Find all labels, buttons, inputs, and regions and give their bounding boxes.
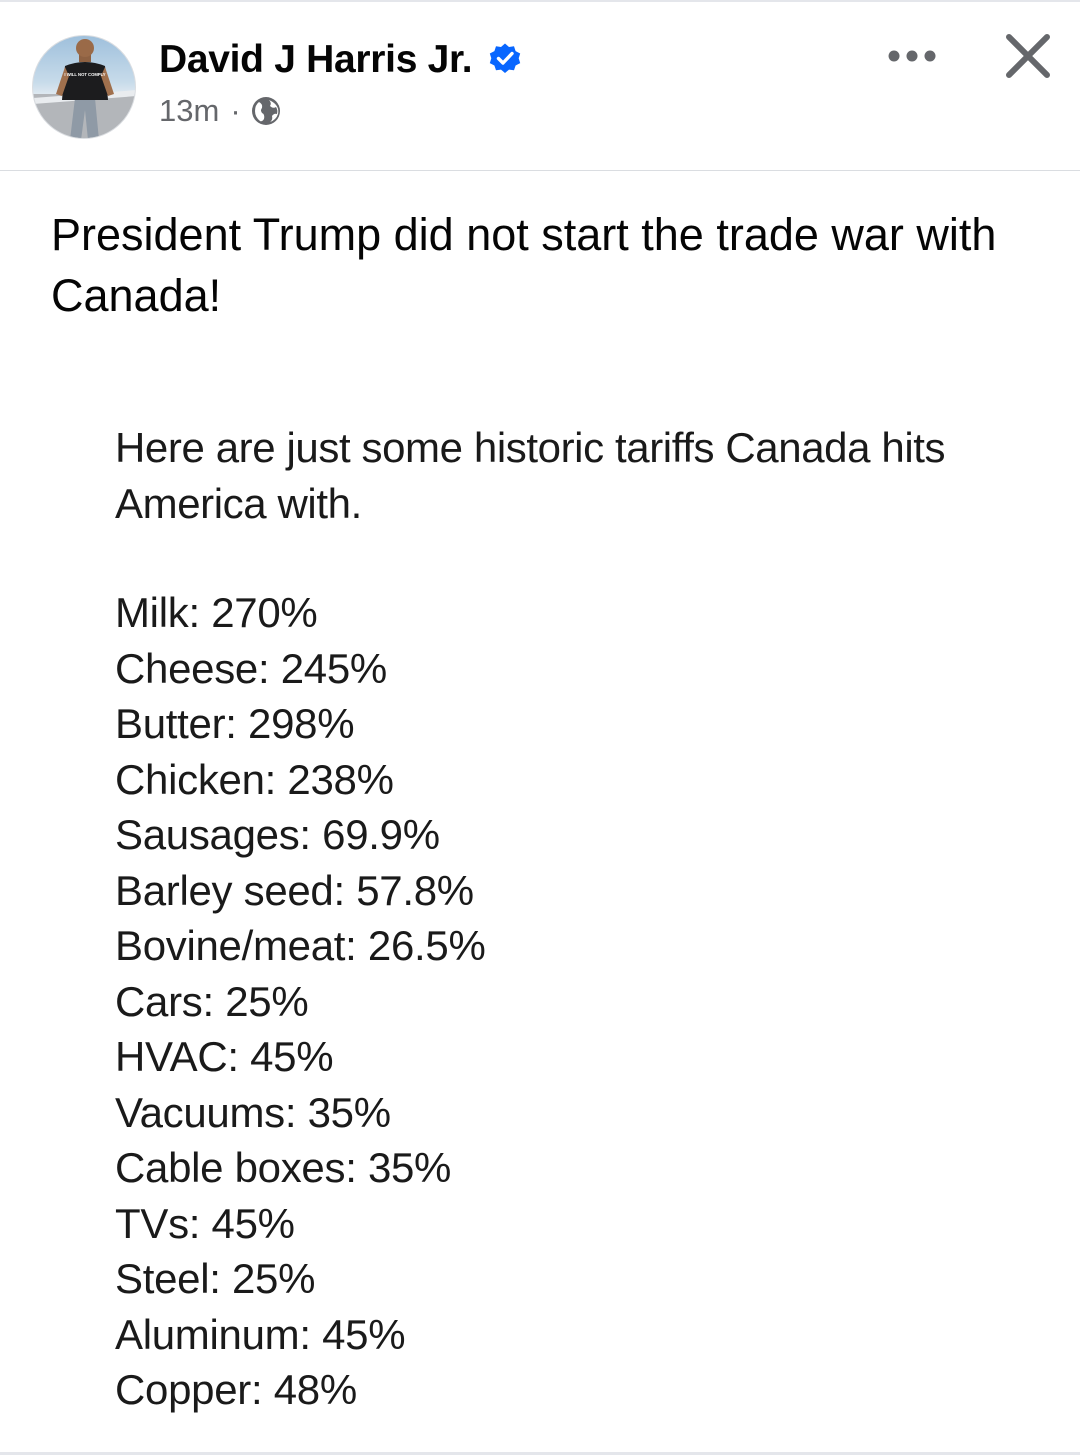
tariff-item: Aluminum: 45% xyxy=(115,1307,486,1363)
tariff-item-name: Butter xyxy=(115,700,226,747)
tariff-item: Bovine/meat: 26.5% xyxy=(115,918,486,974)
tariff-colon: : xyxy=(264,755,288,803)
avatar[interactable]: I WILL NOT COMPLY xyxy=(32,35,136,139)
close-icon xyxy=(1006,34,1050,78)
tariff-colon: : xyxy=(188,1199,212,1247)
tariff-item-rate: 25% xyxy=(225,977,309,1025)
tariff-item-rate: 48% xyxy=(273,1366,357,1413)
tariff-colon: : xyxy=(225,700,249,747)
tariff-colon: : xyxy=(299,1310,323,1358)
close-button[interactable] xyxy=(997,25,1059,87)
post-text: President Trump did not start the trade … xyxy=(51,209,997,321)
tariff-item-rate: 238% xyxy=(287,755,394,803)
tariff-item: Milk: 270% xyxy=(115,585,486,641)
tariff-item-name: Vacuums xyxy=(115,1088,285,1136)
tariff-item-rate: 26.5% xyxy=(367,922,486,969)
globe-icon[interactable] xyxy=(250,95,282,127)
tariff-item-rate: 35% xyxy=(307,1088,391,1136)
tariff-item: Steel: 25% xyxy=(115,1251,486,1307)
tariff-item-name: Milk xyxy=(115,589,189,636)
tariff-item-rate: 245% xyxy=(280,644,388,692)
more-horizontal-icon xyxy=(888,50,936,62)
tariff-item-name: Bovine/meat xyxy=(115,922,346,969)
tariff-item: TVs: 45% xyxy=(115,1196,486,1252)
tariff-colon: : xyxy=(284,1088,308,1136)
more-options-button[interactable] xyxy=(878,32,946,80)
tariff-item: HVAC: 45% xyxy=(115,1029,486,1085)
post-header: I WILL NOT COMPLY David J Harris Jr. 13m… xyxy=(0,2,1080,170)
tariff-colon: : xyxy=(333,866,357,914)
tariff-item: Cheese: 245% xyxy=(115,641,486,697)
tariff-item-rate: 69.9% xyxy=(322,811,440,858)
tariff-item-rate: 270% xyxy=(211,589,318,636)
top-border xyxy=(0,0,1080,2)
tariff-item-name: Copper xyxy=(115,1366,251,1413)
tariff-item: Cable boxes: 35% xyxy=(115,1140,486,1196)
tariff-item: Copper: 48% xyxy=(115,1362,486,1418)
tariff-colon: : xyxy=(345,922,368,969)
tariff-item: Chicken: 238% xyxy=(115,752,486,808)
post-image[interactable]: Here are just some historic tariffs Cana… xyxy=(0,396,1080,1455)
verified-badge-icon xyxy=(489,43,521,73)
image-intro-text: Here are just some historic tariffs Cana… xyxy=(115,424,946,527)
tariff-colon: : xyxy=(227,1033,251,1080)
post-meta: 13m · xyxy=(159,93,282,129)
avatar-shirt-text: I WILL NOT COMPLY xyxy=(64,72,105,77)
tariff-item-rate: 45% xyxy=(211,1199,295,1247)
tariff-colon: : xyxy=(209,1255,232,1302)
tariff-item: Butter: 298% xyxy=(115,696,486,752)
tariff-item: Cars: 25% xyxy=(115,974,486,1030)
tariff-colon: : xyxy=(188,589,212,636)
tariff-colon: : xyxy=(202,977,226,1025)
header-divider xyxy=(0,170,1080,171)
bottom-border xyxy=(0,1452,1080,1455)
tariff-colon: : xyxy=(345,1144,368,1191)
tariff-item: Vacuums: 35% xyxy=(115,1085,486,1141)
meta-separator: · xyxy=(230,93,241,128)
tariff-item-name: Cars xyxy=(115,977,203,1025)
tariff-item-name: Steel xyxy=(115,1255,210,1302)
tariff-item-name: Sausages xyxy=(115,811,300,858)
tariff-item-name: Barley seed xyxy=(115,866,334,914)
tariff-item-rate: 298% xyxy=(248,700,355,747)
tariff-colon: : xyxy=(257,644,281,692)
tariff-item-name: HVAC xyxy=(115,1033,228,1080)
tariff-item: Barley seed: 57.8% xyxy=(115,863,486,919)
tariff-colon: : xyxy=(299,811,323,858)
tariff-item-name: Aluminum xyxy=(115,1310,300,1358)
tariff-item-name: Cable boxes xyxy=(115,1144,346,1191)
author-name[interactable]: David J Harris Jr. xyxy=(159,38,473,81)
tariff-item-rate: 45% xyxy=(322,1310,406,1358)
tariff-item-rate: 35% xyxy=(367,1144,452,1191)
tariff-item-rate: 45% xyxy=(250,1033,334,1080)
tariff-item-rate: 25% xyxy=(231,1255,316,1302)
tariff-item-rate: 57.8% xyxy=(356,866,474,914)
tariff-item-name: Cheese xyxy=(115,644,258,692)
tariff-item: Sausages: 69.9% xyxy=(115,807,486,863)
tariff-list: Milk: 270% Cheese: 245% Butter: 298% Chicke… xyxy=(115,585,486,1418)
tariff-colon: : xyxy=(250,1366,274,1413)
tariff-item-name: Chicken xyxy=(115,755,265,803)
tariff-item-name: TVs xyxy=(115,1199,189,1247)
post-time[interactable]: 13m xyxy=(159,93,220,128)
